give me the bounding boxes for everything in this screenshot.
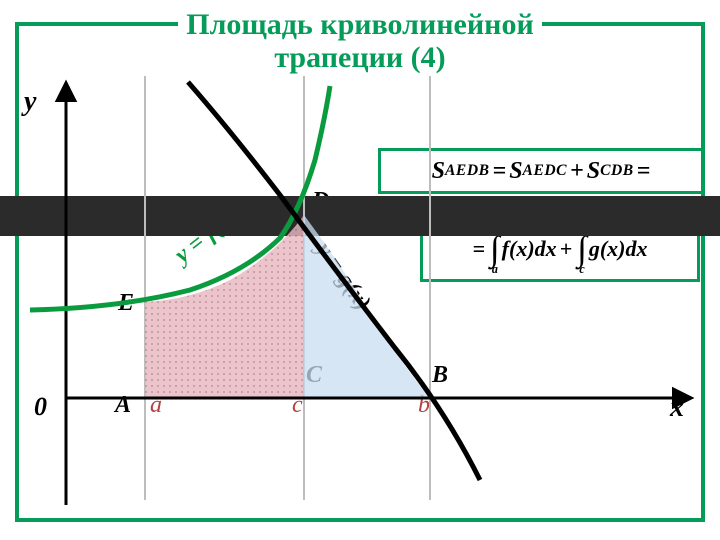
region-pink-dots xyxy=(145,215,304,398)
title-line2: трапеции (4) xyxy=(274,41,445,74)
title-line1: Площадь криволинейной xyxy=(186,8,533,41)
diagram-svg xyxy=(0,0,720,540)
slide-title: Площадь криволинейной трапеции (4) xyxy=(178,8,541,74)
